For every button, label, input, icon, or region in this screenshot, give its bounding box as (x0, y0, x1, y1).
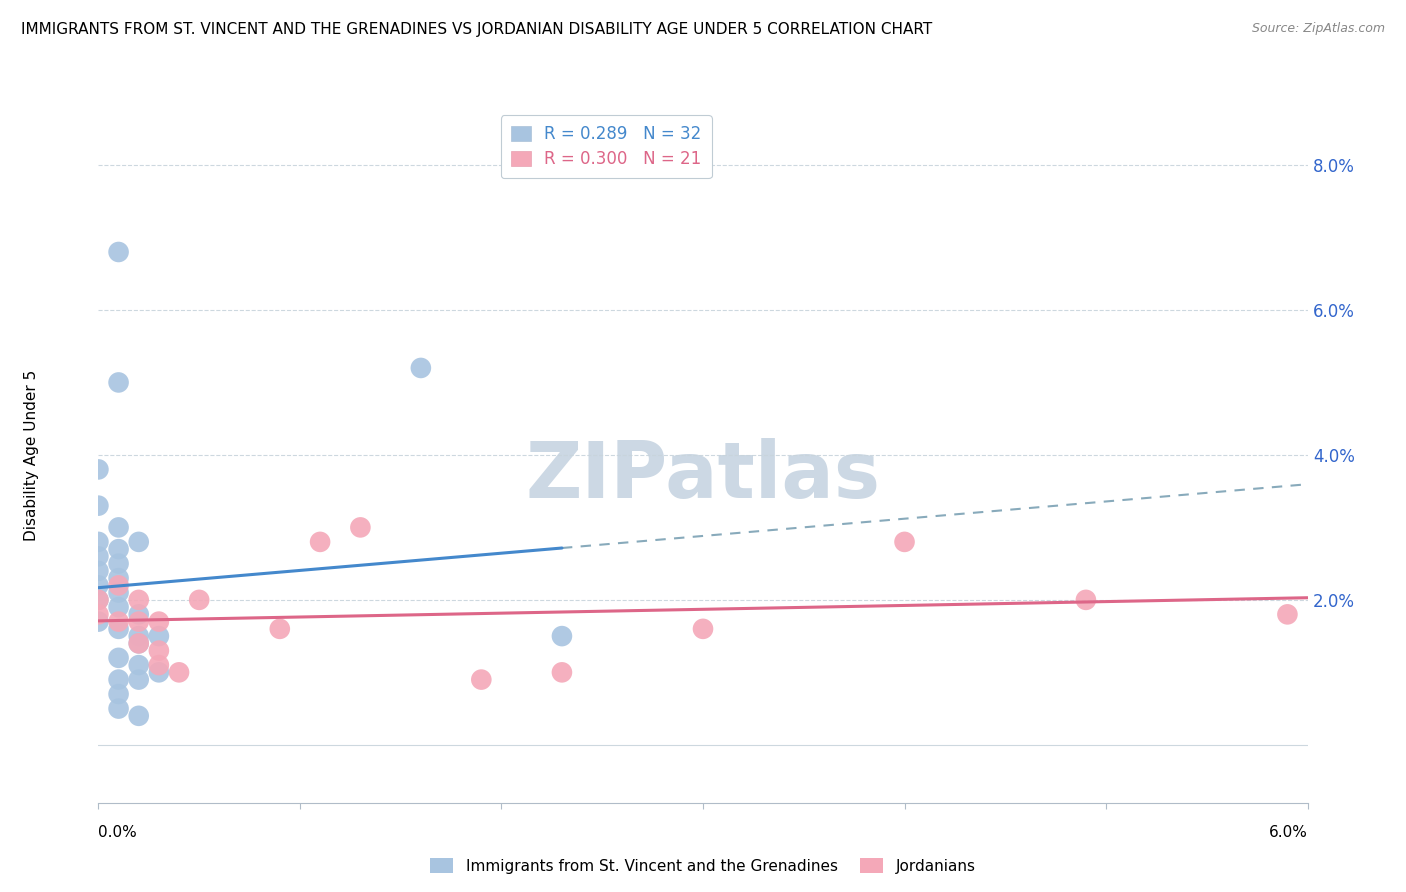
Point (87, 578, 110, 592)
Point (107, 651, 129, 665)
Point (107, 600, 129, 615)
Point (128, 592, 150, 607)
Text: Source: ZipAtlas.com: Source: ZipAtlas.com (1251, 22, 1385, 36)
Legend: Immigrants from St. Vincent and the Grenadines, Jordanians: Immigrants from St. Vincent and the Gren… (425, 852, 981, 880)
Point (309, 534, 332, 549)
Point (87, 499, 110, 513)
Point (148, 643, 170, 657)
Point (87, 564, 110, 578)
Point (107, 673, 129, 687)
Point (107, 520, 129, 534)
Point (128, 534, 150, 549)
Point (148, 615, 170, 629)
Point (148, 658, 170, 673)
Point (107, 687, 129, 701)
Legend: R = 0.289   N = 32, R = 0.300   N = 21: R = 0.289 N = 32, R = 0.300 N = 21 (501, 115, 711, 178)
Text: IMMIGRANTS FROM ST. VINCENT AND THE GRENADINES VS JORDANIAN DISABILITY AGE UNDER: IMMIGRANTS FROM ST. VINCENT AND THE GREN… (21, 22, 932, 37)
Point (107, 376, 129, 390)
Point (188, 592, 211, 607)
Point (128, 615, 150, 629)
Point (107, 622, 129, 636)
Point (87, 549, 110, 564)
Point (167, 665, 190, 680)
Point (107, 585, 129, 599)
Point (87, 462, 110, 476)
Point (107, 571, 129, 585)
Point (470, 673, 492, 687)
Point (692, 622, 714, 636)
Text: 0.0%: 0.0% (98, 825, 138, 840)
Point (87, 592, 110, 607)
Point (148, 665, 170, 680)
Point (349, 520, 371, 534)
Point (128, 629, 150, 643)
Point (148, 629, 170, 643)
Point (107, 542, 129, 557)
Point (107, 557, 129, 571)
Point (551, 629, 574, 643)
Point (87, 534, 110, 549)
Point (409, 361, 432, 376)
Point (107, 578, 129, 592)
Point (87, 607, 110, 622)
Point (1277, 607, 1299, 622)
Point (128, 708, 150, 723)
Point (107, 244, 129, 259)
Point (87, 592, 110, 607)
Point (128, 658, 150, 673)
Point (128, 607, 150, 622)
Point (107, 615, 129, 629)
Point (128, 636, 150, 650)
Point (551, 665, 574, 680)
Text: ZIPatlas: ZIPatlas (526, 438, 880, 514)
Point (893, 534, 915, 549)
Point (269, 622, 291, 636)
Text: Disability Age Under 5: Disability Age Under 5 (24, 369, 39, 541)
Point (128, 673, 150, 687)
Point (107, 701, 129, 715)
Text: 6.0%: 6.0% (1268, 825, 1308, 840)
Point (87, 615, 110, 629)
Point (1074, 592, 1097, 607)
Point (128, 636, 150, 650)
